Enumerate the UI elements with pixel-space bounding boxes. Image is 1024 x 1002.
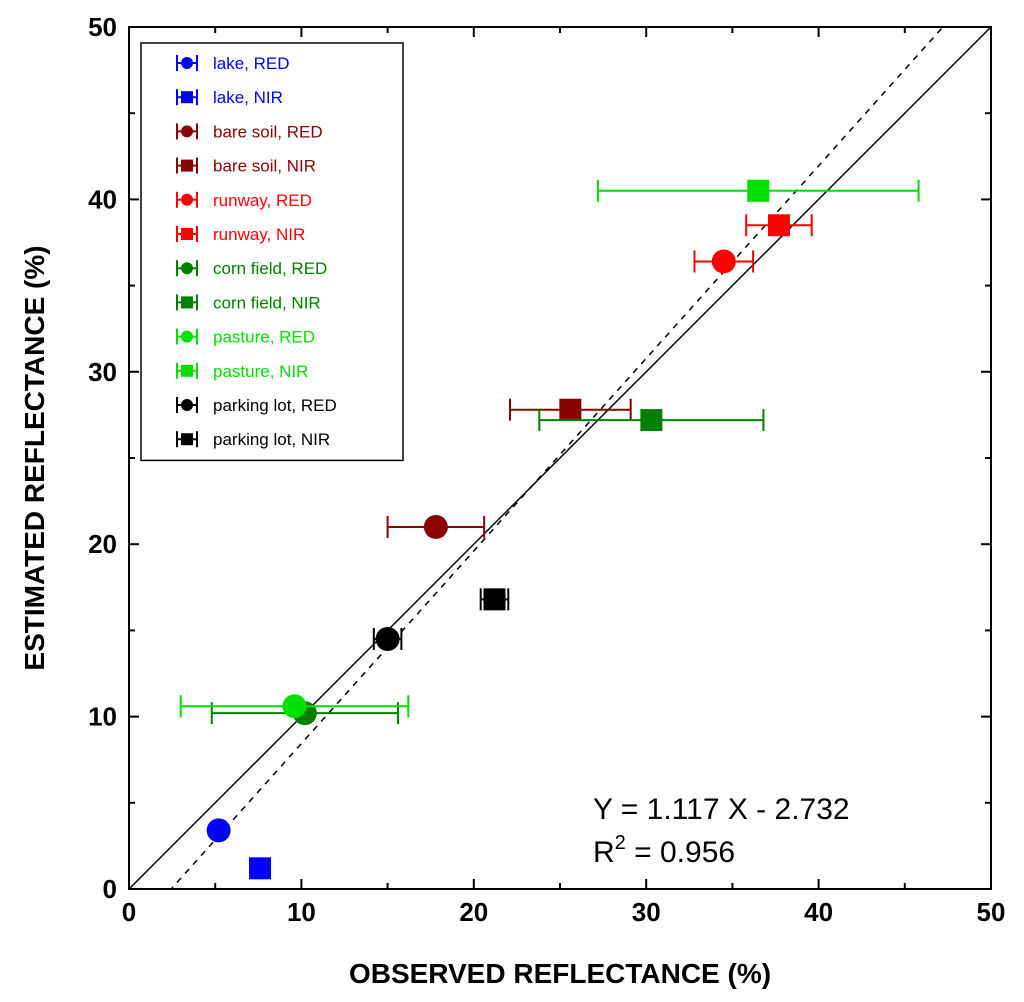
legend-label: runway, NIR: [213, 225, 305, 244]
legend-label: parking lot, NIR: [213, 430, 330, 449]
legend-item: bare soil, NIR: [176, 157, 316, 176]
legend-marker: [181, 228, 193, 240]
data-point: [249, 857, 272, 880]
legend-item: runway, NIR: [176, 225, 305, 244]
legend-marker: [181, 91, 193, 104]
data-point: [206, 818, 231, 843]
x-tick-label: 50: [977, 897, 1006, 927]
x-tick-label: 30: [632, 897, 661, 927]
legend-marker: [181, 399, 193, 411]
legend-item: pasture, NIR: [176, 362, 308, 381]
y-tick-label: 0: [103, 874, 117, 904]
data-point: [483, 588, 506, 611]
data-point: [640, 409, 663, 432]
data-point: [559, 398, 582, 421]
legend-box: [140, 42, 404, 462]
r-squared-sup: 2: [615, 832, 626, 854]
legend-label: bare soil, NIR: [213, 157, 316, 176]
series-lake-red: [206, 818, 231, 843]
data-point: [375, 627, 400, 652]
legend-marker: [181, 296, 193, 309]
series-pasture-nir: [596, 179, 920, 202]
legend-label: pasture, NIR: [213, 362, 308, 381]
legend-marker: [181, 159, 193, 172]
legend-label: lake, RED: [213, 54, 290, 73]
series-bare-soil-red: [386, 514, 486, 539]
legend-label: lake, NIR: [213, 88, 283, 107]
data-point: [767, 214, 790, 237]
x-tick-label: 10: [287, 897, 316, 927]
legend-item: corn field, RED: [176, 259, 327, 278]
legend-marker: [181, 364, 193, 377]
series-runway-red: [693, 249, 755, 274]
x-tick-label: 0: [122, 897, 136, 927]
legend-marker: [181, 193, 193, 206]
y-axis-title: ESTIMATED REFLECTANCE (%): [19, 245, 50, 670]
series-bare-soil-nir: [509, 398, 632, 421]
legend-label: parking lot, RED: [213, 396, 337, 415]
legend-label: corn field, RED: [213, 259, 327, 278]
r-squared-prefix: R: [593, 836, 615, 869]
axes: 0 10 20 30 40 50 0 10 20 30 40 50: [88, 12, 1005, 927]
data-point: [711, 249, 736, 274]
legend-item: bare soil, RED: [176, 122, 323, 141]
legend-item: lake, RED: [176, 54, 290, 73]
series-runway-nir: [745, 214, 813, 237]
fit-equation: Y = 1.117 X - 2.732: [593, 793, 850, 826]
x-tick-label: 20: [459, 897, 488, 927]
r-squared-suffix: = 0.956: [626, 836, 735, 869]
legend-item: lake, NIR: [176, 88, 283, 107]
x-axis-title: OBSERVED REFLECTANCE (%): [349, 958, 771, 989]
legend-marker: [181, 262, 193, 275]
data-point: [282, 694, 307, 719]
series-parking-lot-red: [372, 627, 403, 652]
legend-marker: [181, 433, 193, 446]
y-tick-label: 10: [88, 702, 117, 732]
data-point: [747, 179, 770, 202]
reference-lines: [129, 27, 991, 889]
data-series: [179, 179, 920, 880]
legend-marker: [181, 57, 193, 69]
data-point: [423, 514, 448, 539]
identity-line: [129, 27, 991, 889]
legend-item: parking lot, RED: [176, 396, 337, 415]
series-parking-lot-nir: [479, 588, 510, 611]
series-pasture-red: [179, 694, 410, 719]
legend-item: runway, RED: [176, 191, 312, 210]
legend-label: corn field, NIR: [213, 293, 321, 312]
legend-marker: [181, 330, 193, 343]
legend-item: pasture, RED: [176, 328, 315, 347]
y-tick-label: 50: [88, 12, 117, 42]
series-lake-nir: [249, 857, 272, 880]
legend-marker: [181, 125, 193, 138]
y-tick-label: 30: [88, 357, 117, 387]
series-corn-field-nir: [538, 409, 765, 432]
legend-item: parking lot, NIR: [176, 430, 330, 449]
y-tick-label: 40: [88, 184, 117, 214]
legend-label: runway, RED: [213, 191, 312, 210]
r-squared: R2 = 0.956: [593, 832, 735, 869]
x-tick-label: 40: [804, 897, 833, 927]
legend: lake, RED lake, NIR bare soil, RED bare soi…: [140, 42, 404, 462]
legend-label: bare soil, RED: [213, 122, 323, 141]
legend-label: pasture, RED: [213, 328, 315, 347]
y-tick-label: 20: [88, 529, 117, 559]
legend-item: corn field, NIR: [176, 293, 321, 312]
